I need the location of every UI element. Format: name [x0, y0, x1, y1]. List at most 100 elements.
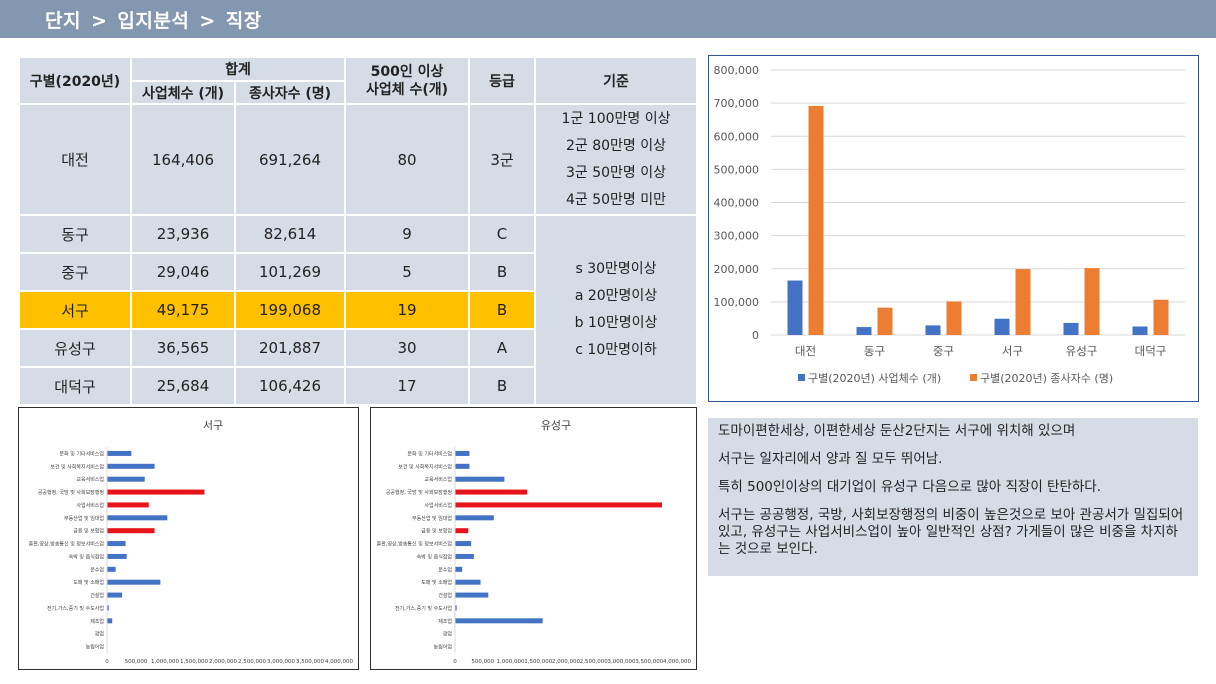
bar: [107, 515, 168, 521]
x-tick-label: 1,500,000: [524, 659, 552, 665]
bar: [455, 515, 494, 521]
category-label: 운수업: [90, 566, 104, 573]
bar: [455, 605, 457, 611]
category-label: 부동산업 및 임대업: [412, 515, 452, 522]
criteria-line: 2군 80만명 이상: [566, 137, 667, 154]
y-tick-label: 700,000: [714, 97, 760, 110]
criteria-line: s 30만명이상: [575, 261, 657, 277]
x-tick-label: 1,000,000: [497, 659, 525, 665]
district-jobs-table: 구별(2020년) 합계 500인 이상 사업체 수(개) 등급 기준 사업체수…: [18, 56, 699, 406]
bar: [455, 541, 472, 547]
cell-region: 서구: [18, 290, 132, 330]
criteria-line: b 10만명이상: [574, 315, 658, 331]
bar: [455, 463, 470, 469]
category-label: 사업서비스업: [76, 502, 104, 509]
category-label: 출판,영상,방송통신 및 정보서비스업: [377, 541, 452, 548]
x-tick-label: 동구: [864, 344, 885, 358]
header-large-line2: 사업체 수(개): [365, 81, 449, 98]
bar: [107, 541, 126, 547]
y-tick-label: 200,000: [714, 263, 760, 276]
x-tick-label: 0: [453, 659, 457, 665]
category-label: 광업: [95, 631, 104, 638]
breadcrumb-item-location[interactable]: 입지분석: [117, 10, 190, 32]
table-row-highlighted: 서구 49,175 199,068 19 B: [18, 290, 697, 330]
bar: [107, 450, 132, 456]
cell-region: 동구: [18, 214, 132, 254]
header-bar: 단지 > 입지분석 > 직장: [0, 0, 1216, 38]
bar: [455, 553, 474, 559]
criteria-line: a 20만명이상: [574, 288, 658, 304]
category-label: 건설업: [90, 592, 104, 599]
cell-large: 80: [344, 103, 471, 216]
header-large-line1: 500인 이상: [370, 63, 444, 80]
category-label: 보건 및 사회복지서비스업: [398, 463, 452, 470]
category-label: 숙박 및 음식점업: [417, 553, 452, 560]
x-tick-label: 유성구: [1066, 344, 1098, 358]
x-tick-label: 4,000,000: [663, 659, 691, 665]
category-label: 광업: [443, 631, 452, 638]
bar: [455, 528, 469, 534]
legend-swatch: [798, 374, 805, 381]
bar: [455, 618, 543, 624]
category-label: 문화 및 기타서비스업: [407, 450, 452, 457]
bar: [787, 280, 803, 335]
bar: [107, 566, 116, 572]
cell-businesses: 25,684: [130, 366, 236, 406]
x-tick-label: 2,000,000: [552, 659, 580, 665]
category-label: 도매 및 소매업: [421, 579, 452, 586]
bar: [455, 566, 463, 572]
cell-region: 유성구: [18, 328, 132, 368]
x-tick-label: 중구: [933, 344, 954, 358]
bar: [107, 618, 113, 624]
legend-label: 구별(2020년) 종사자수 (명): [980, 372, 1113, 385]
x-tick-label: 500,000: [125, 659, 148, 665]
y-tick-label: 100,000: [714, 296, 760, 309]
bar: [455, 579, 481, 585]
cell-businesses: 36,565: [130, 328, 236, 368]
bar: [455, 489, 528, 495]
category-label: 공공행정, 국방 및 사회보장행정: [386, 489, 452, 496]
summary-line: 서구는 공공행정, 국방, 사회보장행정의 비중이 높은것으로 보아 관공서가 …: [718, 507, 1184, 557]
y-tick-label: 500,000: [714, 163, 760, 176]
header-region: 구별(2020년): [18, 56, 132, 105]
x-tick-label: 500,000: [471, 659, 494, 665]
chart-title: 유성구: [541, 419, 571, 432]
header-criteria: 기준: [534, 56, 699, 105]
table-row: 대덕구 25,684 106,426 17 B: [18, 366, 697, 406]
bar: [107, 592, 123, 598]
category-label: 전기,가스,증기 및 수도사업: [47, 605, 104, 612]
bar: [107, 553, 127, 559]
bar: [856, 327, 872, 335]
cell-grade: B: [468, 366, 537, 406]
yuseonggu-industry-chart: 유성구 문화 및 기타서비스업 보건 및 사회복지서비스업 교육서비스업 공공행정, 국…: [370, 407, 697, 670]
category-label: 제조업: [90, 618, 104, 625]
cell-workers: 199,068: [233, 290, 347, 330]
bar: [107, 489, 205, 495]
summary-line: 도마이편한세상, 이편한세상 둔산2단지는 서구에 위치해 있으며: [718, 423, 1076, 439]
category-label: 운수업: [438, 566, 452, 573]
breadcrumb-item-complex[interactable]: 단지: [45, 10, 81, 32]
bar: [107, 463, 155, 469]
header-workers: 종사자수 (명): [233, 80, 347, 105]
cell-workers: 201,887: [233, 328, 347, 368]
header-total: 합계: [129, 56, 347, 82]
y-tick-label: 0: [752, 329, 759, 342]
table-row: 동구 23,936 82,614 9 C s 30만명이상 a 20만명이상 b…: [18, 214, 699, 406]
bar: [107, 528, 155, 534]
cell-grade: 3군: [468, 103, 537, 216]
x-tick-label: 서구: [1002, 344, 1023, 358]
header-businesses: 사업체수 (개): [130, 80, 236, 105]
cell-large: 9: [344, 214, 471, 254]
cell-region: 대전: [18, 103, 132, 216]
cell-workers: 106,426: [233, 366, 347, 406]
bar: [1084, 268, 1100, 335]
category-label: 교육서비스업: [76, 476, 104, 483]
cell-businesses: 164,406: [130, 103, 236, 216]
bar: [1063, 322, 1079, 335]
bar: [455, 450, 470, 456]
legend-swatch: [970, 374, 977, 381]
breadcrumb-item-workplace: 직장: [225, 10, 262, 32]
x-tick-label: 대덕구: [1135, 344, 1167, 358]
